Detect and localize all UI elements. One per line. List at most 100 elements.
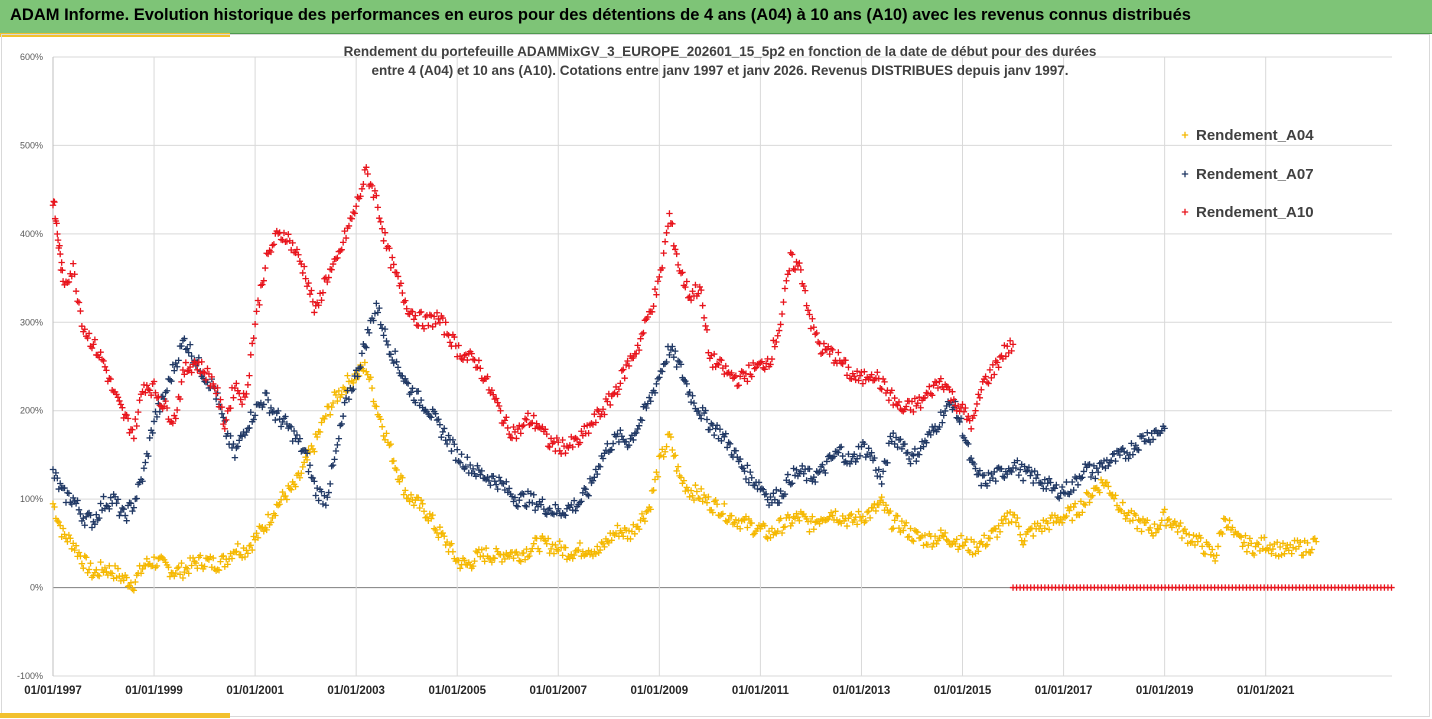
data-point bbox=[293, 246, 301, 253]
data-point bbox=[851, 373, 858, 380]
data-point bbox=[913, 528, 920, 535]
data-point bbox=[462, 351, 470, 358]
data-point bbox=[884, 506, 891, 514]
data-point bbox=[145, 452, 152, 460]
data-point bbox=[936, 423, 943, 431]
data-point bbox=[185, 570, 192, 577]
x-tick-label: 01/01/2003 bbox=[327, 685, 385, 697]
data-point bbox=[672, 246, 679, 253]
data-point bbox=[338, 246, 345, 253]
data-point bbox=[72, 500, 80, 507]
data-point bbox=[90, 341, 97, 348]
data-point bbox=[578, 428, 585, 435]
data-point bbox=[1058, 519, 1066, 526]
data-point bbox=[354, 373, 361, 380]
data-point bbox=[687, 398, 695, 406]
data-point bbox=[417, 497, 425, 504]
data-point bbox=[67, 535, 74, 542]
data-point bbox=[326, 411, 334, 418]
data-point bbox=[298, 448, 305, 455]
data-point bbox=[484, 373, 491, 380]
data-point bbox=[1243, 548, 1251, 555]
data-point bbox=[862, 453, 869, 461]
data-point bbox=[129, 585, 136, 593]
data-point bbox=[897, 436, 904, 443]
data-point bbox=[855, 508, 862, 515]
data-point bbox=[866, 514, 874, 522]
data-point bbox=[321, 275, 328, 282]
data-point bbox=[625, 442, 633, 449]
data-point bbox=[698, 485, 705, 493]
data-point bbox=[562, 544, 569, 551]
data-point bbox=[542, 426, 549, 433]
data-point bbox=[745, 361, 753, 369]
data-point bbox=[97, 558, 104, 566]
data-point bbox=[568, 501, 575, 509]
data-point bbox=[630, 354, 637, 362]
data-point bbox=[430, 525, 438, 532]
data-point bbox=[1060, 489, 1067, 496]
data-point bbox=[683, 380, 690, 388]
data-point bbox=[709, 509, 716, 516]
data-point bbox=[175, 563, 182, 571]
data-point bbox=[934, 384, 942, 392]
data-point bbox=[355, 365, 363, 372]
data-point bbox=[397, 280, 405, 287]
data-point bbox=[119, 572, 126, 580]
data-point bbox=[888, 387, 895, 394]
data-point bbox=[1159, 509, 1167, 516]
data-point bbox=[918, 532, 926, 540]
data-point bbox=[634, 425, 641, 433]
data-point bbox=[1096, 460, 1103, 467]
data-point bbox=[816, 520, 823, 527]
data-point bbox=[288, 423, 295, 431]
data-point bbox=[402, 487, 409, 494]
data-point bbox=[1096, 489, 1103, 496]
data-point bbox=[253, 530, 260, 537]
data-point bbox=[527, 490, 535, 497]
data-point bbox=[241, 431, 249, 439]
x-tick-label: 01/01/1999 bbox=[125, 685, 183, 697]
data-point bbox=[1110, 495, 1118, 502]
data-point bbox=[205, 370, 213, 378]
data-point bbox=[933, 379, 940, 386]
data-point bbox=[516, 557, 523, 564]
data-point bbox=[1038, 480, 1046, 487]
data-point bbox=[391, 348, 399, 355]
data-point bbox=[88, 524, 96, 531]
data-point bbox=[378, 325, 386, 332]
data-point bbox=[325, 489, 332, 496]
data-point bbox=[667, 346, 675, 354]
data-point bbox=[501, 555, 509, 563]
data-point bbox=[1198, 543, 1206, 550]
data-point bbox=[835, 349, 842, 356]
data-point bbox=[1082, 501, 1089, 509]
data-point bbox=[117, 508, 125, 516]
data-point bbox=[774, 332, 781, 339]
data-point bbox=[1261, 534, 1268, 541]
data-point bbox=[412, 399, 419, 406]
data-point bbox=[451, 441, 458, 448]
data-point bbox=[563, 505, 571, 512]
data-point bbox=[585, 492, 592, 499]
data-point bbox=[901, 522, 908, 529]
data-point bbox=[646, 394, 653, 401]
data-point bbox=[887, 507, 894, 515]
data-point bbox=[703, 416, 711, 423]
data-point bbox=[422, 514, 429, 521]
data-point bbox=[124, 415, 132, 422]
data-point bbox=[677, 474, 685, 481]
data-point bbox=[156, 408, 164, 415]
data-point bbox=[817, 350, 825, 358]
data-point bbox=[178, 342, 185, 350]
data-point bbox=[859, 380, 867, 387]
data-point bbox=[1214, 543, 1222, 550]
data-point bbox=[878, 386, 885, 393]
data-point bbox=[806, 311, 813, 318]
data-point bbox=[793, 466, 800, 474]
data-point bbox=[237, 551, 244, 558]
data-point bbox=[775, 327, 783, 334]
data-point bbox=[254, 401, 262, 408]
data-point bbox=[637, 335, 644, 342]
data-point bbox=[329, 260, 337, 268]
